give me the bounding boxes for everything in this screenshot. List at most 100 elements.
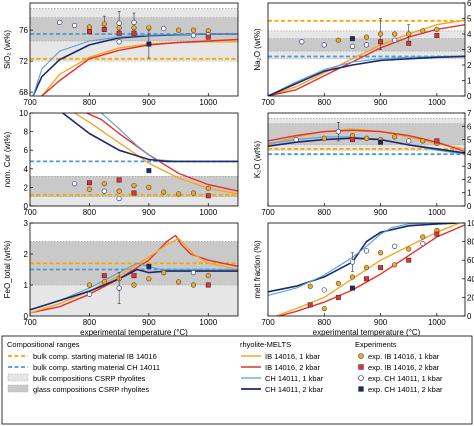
legend-frame xyxy=(1,335,473,425)
point-ch1 xyxy=(349,43,356,50)
y-axis-label: Na₂O (wt%) xyxy=(253,28,262,71)
point-ib2 xyxy=(335,294,341,300)
panel-k2o: 0 1 2 3 4 5 6 7 700 800 900 1000 K₂O (wt%) xyxy=(253,109,472,217)
point-ib2 xyxy=(101,26,107,32)
point-ib1 xyxy=(146,184,152,190)
point-ib1 xyxy=(335,280,341,287)
point-ib1 xyxy=(175,191,182,197)
x-tick-label: 1000 xyxy=(199,318,217,327)
legend-ranges-title: Compositional ranges xyxy=(7,340,80,349)
panel-feo: 0 1 2 3 700 800 900 1000 experimental temperatur… xyxy=(3,219,239,337)
point-ch1 xyxy=(293,136,299,143)
point-ib1 xyxy=(377,31,384,37)
y-axis-label: SiO₂ (wt%) xyxy=(3,30,12,69)
y-axis-label: nom. Cor (wt%) xyxy=(3,131,12,187)
y-tick-label: 68 xyxy=(19,88,28,97)
series-ch1 xyxy=(30,262,238,311)
point-ch1 xyxy=(321,287,327,293)
legend-item-label: exp. CH 14011, 1 kbar xyxy=(368,374,443,383)
point-ch1 xyxy=(190,270,197,276)
point-ib1 xyxy=(363,135,370,141)
panel-cor: 0 2 4 6 8 10 700 800 900 1000 nom. Cor (wt%) xyxy=(3,109,239,217)
y-tick-label: 100 xyxy=(467,219,474,228)
point-ib1 xyxy=(86,24,93,30)
point-ib2 xyxy=(406,40,412,46)
point-ib1 xyxy=(349,274,356,280)
y-tick-label: 6 xyxy=(467,122,472,131)
x-tick-label: 1000 xyxy=(428,98,446,107)
y-tick-label: 10 xyxy=(19,109,28,118)
series-ib1 xyxy=(268,19,465,96)
legend-marker-ch2 xyxy=(358,386,364,392)
point-ch2 xyxy=(146,41,152,47)
panel-sio2: 68 72 76 700 800 900 1000 SiO₂ (wt%) xyxy=(3,2,239,107)
legend: Compositional ranges bulk comp. starting … xyxy=(1,335,473,425)
y-tick-label: 80 xyxy=(467,238,474,247)
point-ib2 xyxy=(86,180,92,186)
point-ib1 xyxy=(116,25,122,31)
point-ch1 xyxy=(116,20,122,26)
point-ch1 xyxy=(57,19,63,25)
point-ch1 xyxy=(420,240,426,247)
legend-marker-ib2 xyxy=(358,364,364,370)
point-ch1 xyxy=(116,39,122,45)
x-tick-label: 900 xyxy=(374,318,388,327)
point-ib1 xyxy=(190,282,197,288)
point-ib2 xyxy=(131,273,137,279)
point-ib1 xyxy=(406,31,412,37)
point-ib1 xyxy=(420,138,426,144)
point-ib1 xyxy=(406,246,412,252)
legend-marker-ch1 xyxy=(358,375,364,381)
x-tick-label: 800 xyxy=(318,98,332,107)
point-ib1 xyxy=(363,34,370,40)
point-ib2 xyxy=(364,276,369,282)
panel-na2o: 0 1 2 3 4 5 6 700 800 900 1000 Na₂O (wt%) xyxy=(253,0,472,107)
legend-marker-ib1 xyxy=(358,353,364,359)
plot-frame xyxy=(29,222,239,317)
point-ib2 xyxy=(116,30,122,36)
point-ib2 xyxy=(434,231,440,237)
point-ib1 xyxy=(131,282,137,288)
point-ib1 xyxy=(377,250,384,256)
y-tick-label: 2 xyxy=(467,61,472,70)
point-ch2 xyxy=(378,139,384,145)
point-ch1 xyxy=(71,181,78,187)
x-tick-label: 1000 xyxy=(428,318,446,327)
series-ch1 xyxy=(268,55,465,96)
point-ib1 xyxy=(101,21,107,27)
y-tick-label: 2 xyxy=(467,175,472,184)
x-tick-label: 1000 xyxy=(199,208,217,217)
point-ib2 xyxy=(307,302,313,308)
point-ib2 xyxy=(205,193,211,199)
x-tick-label: 700 xyxy=(23,208,37,217)
point-ib2 xyxy=(434,33,440,38)
point-ch1 xyxy=(131,19,137,25)
x-tick-label: 900 xyxy=(374,208,388,217)
x-tick-label: 900 xyxy=(142,98,156,107)
y-tick-label: 1 xyxy=(467,77,472,86)
point-ib1 xyxy=(161,189,167,195)
y-tick-label: 0 xyxy=(467,202,472,211)
point-ch1 xyxy=(190,32,197,39)
y-tick-label: 0 xyxy=(467,312,472,321)
series-ib1 xyxy=(30,237,238,314)
point-ib1 xyxy=(190,27,197,33)
point-ib1 xyxy=(420,28,426,34)
point-ib1 xyxy=(131,182,137,189)
legend-item-label: IB 14016, 2 kbar xyxy=(265,363,321,372)
plot-frame xyxy=(267,222,466,317)
point-ib2 xyxy=(205,34,211,40)
x-tick-label: 900 xyxy=(142,208,156,217)
point-ch2 xyxy=(146,263,152,269)
x-tick-label: 800 xyxy=(318,318,332,327)
point-ib1 xyxy=(101,181,107,187)
plot-frame xyxy=(29,112,239,207)
plot-frame xyxy=(29,2,239,97)
x-tick-label: 800 xyxy=(83,318,97,327)
point-ch1 xyxy=(406,138,412,144)
point-ib2 xyxy=(101,273,107,279)
point-ib1 xyxy=(161,270,167,276)
y-tick-label: 0 xyxy=(24,312,29,321)
series-ib2 xyxy=(268,129,465,153)
legend-swatch-dark xyxy=(7,384,29,393)
